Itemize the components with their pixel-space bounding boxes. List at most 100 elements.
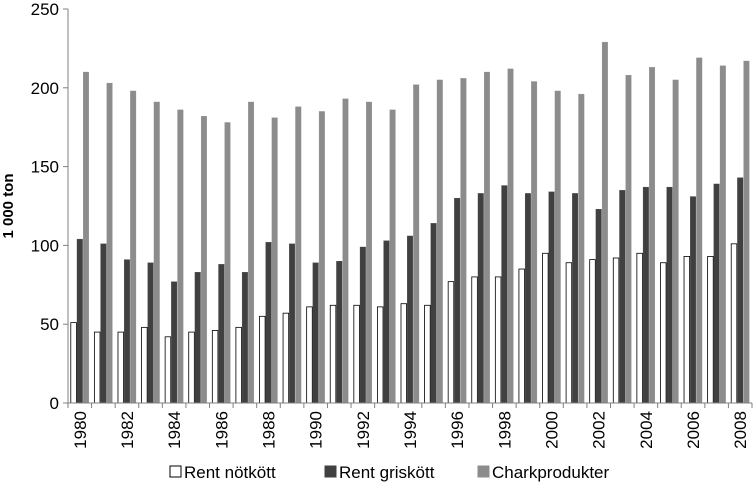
bar-rent-n-tk-tt-1999	[518, 268, 525, 404]
bar-charkprodukter-1993	[389, 109, 396, 404]
bar-rent-grisk-tt-1996	[454, 197, 461, 404]
bar-rent-n-tk-tt-2002	[589, 259, 596, 404]
bar-rent-n-tk-tt-2008	[730, 243, 738, 404]
bar-rent-n-tk-tt-1987	[235, 326, 242, 404]
bar-charkprodukter-1988	[271, 117, 278, 404]
y-tick-label-150: 150	[31, 158, 59, 177]
y-tick-label-250: 250	[31, 0, 59, 19]
bar-charkprodukter-1980	[83, 71, 89, 404]
bar-rent-grisk-tt-1989	[289, 243, 296, 404]
bar-rent-grisk-tt-2000	[548, 191, 555, 404]
bar-rent-grisk-tt-1993	[383, 240, 390, 404]
y-tick-label-50: 50	[40, 315, 59, 334]
x-tick-label-1988: 1988	[259, 411, 278, 449]
x-tick-label-1980: 1980	[71, 411, 90, 449]
y-tick-label-100: 100	[31, 236, 59, 255]
x-tick-label-1996: 1996	[448, 411, 467, 449]
bar-rent-n-tk-tt-1990	[306, 306, 313, 404]
bar-rent-grisk-tt-1982	[124, 259, 130, 404]
bar-charkprodukter-1995	[436, 79, 443, 404]
bar-charkprodukter-1994	[413, 84, 420, 404]
bar-rent-grisk-tt-2002	[595, 208, 602, 404]
bar-rent-grisk-tt-1983	[147, 262, 154, 404]
bar-charkprodukter-1990	[318, 111, 325, 404]
bar-rent-grisk-tt-1986	[218, 264, 225, 404]
legend-label-rent-n-tk-tt: Rent nötkött	[184, 463, 276, 482]
bar-rent-n-tk-tt-2004	[636, 252, 643, 404]
x-tick-label-1998: 1998	[495, 411, 514, 449]
bar-rent-n-tk-tt-1995	[424, 304, 431, 404]
x-tick-label-2000: 2000	[543, 411, 562, 449]
bar-charkprodukter-1983	[153, 101, 160, 404]
legend: Rent nötkött Rent griskött Charkprodukter	[169, 463, 610, 482]
axes-layer: 0 50 100 150 200 250 1980 1982 1984 1986 1988 1990 1…	[31, 0, 753, 449]
bar-rent-grisk-tt-1984	[171, 281, 178, 404]
legend-swatch-charkprodukter	[477, 465, 490, 478]
bar-charkprodukter-1997	[484, 71, 490, 404]
bar-rent-grisk-tt-2004	[642, 186, 649, 404]
bar-rent-grisk-tt-2007	[713, 183, 720, 404]
bar-charkprodukter-1982	[130, 90, 137, 404]
x-tick-label-1992: 1992	[354, 411, 373, 449]
bar-rent-grisk-tt-1994	[407, 235, 413, 404]
bar-rent-n-tk-tt-1986	[211, 330, 219, 404]
bar-rent-n-tk-tt-2006	[683, 256, 691, 404]
bar-charkprodukter-1996	[460, 78, 467, 404]
bar-charkprodukter-1986	[224, 122, 231, 404]
bar-charkprodukter-2007	[719, 65, 726, 404]
y-tick-label-0: 0	[50, 394, 59, 413]
bar-charkprodukter-1984	[177, 109, 184, 404]
legend-label-charkprodukter: Charkprodukter	[492, 463, 610, 482]
bar-rent-n-tk-tt-1981	[93, 331, 101, 404]
bar-rent-n-tk-tt-2000	[542, 252, 549, 404]
bar-rent-n-tk-tt-1992	[353, 304, 360, 404]
bar-rent-grisk-tt-1995	[430, 223, 437, 404]
x-tick-label-1994: 1994	[401, 411, 420, 449]
y-tick-label-200: 200	[31, 79, 59, 98]
bar-rent-grisk-tt-1997	[477, 193, 484, 404]
bar-rent-n-tk-tt-2003	[612, 257, 620, 404]
bar-rent-n-tk-tt-1980	[70, 322, 77, 404]
bar-rent-n-tk-tt-1997	[471, 276, 478, 404]
bar-rent-grisk-tt-1999	[524, 193, 531, 404]
bar-rent-n-tk-tt-2001	[565, 262, 573, 404]
bar-rent-n-tk-tt-1998	[494, 276, 502, 404]
bar-charkprodukter-1991	[342, 98, 349, 404]
x-tick-label-1982: 1982	[118, 411, 137, 449]
bar-charkprodukter-2000	[554, 90, 561, 404]
bars-layer	[70, 41, 750, 404]
bar-rent-grisk-tt-2001	[572, 193, 579, 404]
bar-rent-grisk-tt-1988	[265, 242, 272, 404]
bar-rent-n-tk-tt-1989	[282, 312, 290, 404]
bar-charkprodukter-1981	[106, 82, 113, 404]
bar-rent-grisk-tt-1980	[76, 238, 83, 404]
x-tick-label-1984: 1984	[165, 411, 184, 449]
bar-rent-n-tk-tt-1993	[377, 306, 384, 404]
bar-rent-grisk-tt-2006	[690, 196, 696, 404]
bar-rent-grisk-tt-1998	[501, 185, 508, 404]
x-tick-label-2004: 2004	[637, 411, 656, 449]
bar-rent-n-tk-tt-1988	[259, 315, 266, 404]
bar-rent-n-tk-tt-1996	[447, 281, 455, 404]
bar-charkprodukter-1998	[507, 68, 514, 404]
bar-charkprodukter-2004	[649, 67, 656, 404]
legend-swatch-rent-n-tk-tt	[169, 465, 182, 478]
bar-rent-grisk-tt-1985	[194, 272, 201, 404]
bar-rent-n-tk-tt-1983	[141, 326, 148, 404]
x-tick-label-1990: 1990	[307, 411, 326, 449]
bar-rent-grisk-tt-2005	[666, 186, 673, 404]
bar-charkprodukter-2003	[625, 75, 632, 404]
bar-charkprodukter-1992	[366, 101, 372, 404]
x-tick-label-1986: 1986	[212, 411, 231, 449]
bar-charkprodukter-2005	[672, 79, 679, 404]
bar-rent-grisk-tt-1992	[359, 246, 366, 404]
bar-rent-n-tk-tt-2005	[660, 262, 667, 404]
bar-rent-n-tk-tt-1985	[188, 331, 195, 404]
bar-rent-grisk-tt-1991	[336, 261, 343, 404]
bar-charkprodukter-1999	[531, 81, 538, 404]
bar-charkprodukter-2008	[743, 60, 750, 404]
bar-rent-n-tk-tt-1984	[164, 336, 172, 404]
x-tick-label-2006: 2006	[684, 411, 703, 449]
